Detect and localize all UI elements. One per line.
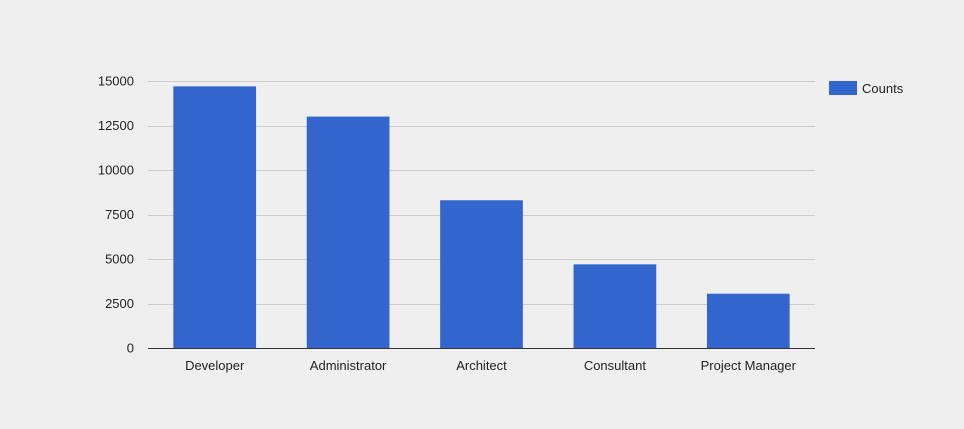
bar-developer xyxy=(173,86,257,348)
y-tick-label: 15000 xyxy=(98,74,134,89)
y-tick-label: 0 xyxy=(127,341,134,356)
y-tick-label: 5000 xyxy=(105,252,134,267)
y-tick-label: 10000 xyxy=(98,163,134,178)
x-tick-label: Administrator xyxy=(310,358,387,373)
y-tick-label: 7500 xyxy=(105,207,134,222)
x-tick-label: Project Manager xyxy=(701,358,797,373)
legend-swatch xyxy=(829,81,857,95)
bar-administrator xyxy=(306,116,390,348)
axes: 0 2500 5000 7500 10000 12500 15000 Developer Adm… xyxy=(98,74,815,373)
x-tick-label: Developer xyxy=(185,358,245,373)
x-tick-label: Consultant xyxy=(584,358,647,373)
y-tick-label: 12500 xyxy=(98,118,134,133)
bars xyxy=(173,86,790,348)
x-tick-label: Architect xyxy=(456,358,507,373)
legend: Counts xyxy=(829,81,904,96)
bar-architect xyxy=(440,200,523,348)
bar-project-manager xyxy=(706,293,790,348)
bar-consultant xyxy=(573,264,657,348)
y-tick-label: 2500 xyxy=(105,296,134,311)
legend-label-counts: Counts xyxy=(862,81,904,96)
